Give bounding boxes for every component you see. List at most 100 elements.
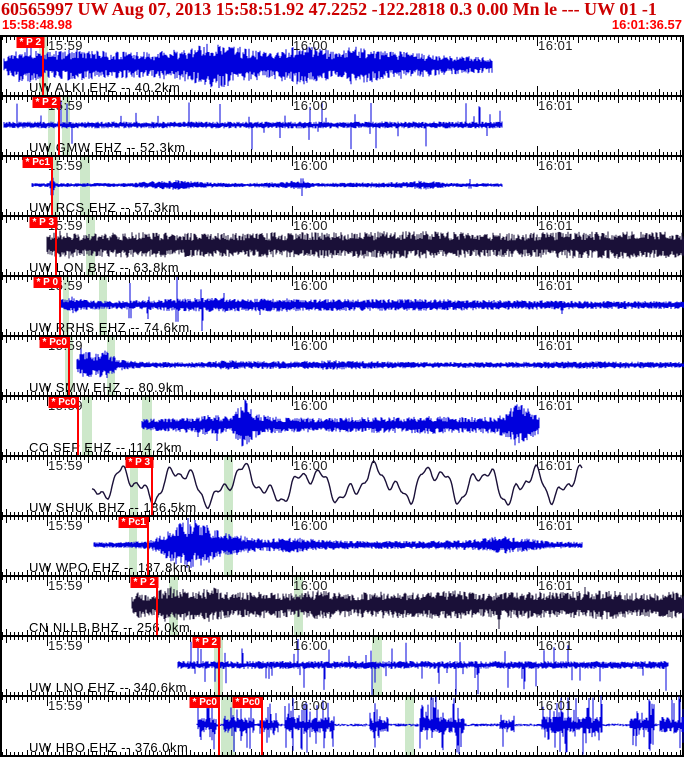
pick-flag[interactable]: * P 0 [33, 277, 61, 288]
pick-flag[interactable]: * P 2 [16, 37, 44, 48]
time-label: 16:01 [538, 398, 574, 413]
station-label: UW RCS EHZ -- 57.3km [29, 200, 180, 215]
time-label: 16:00 [293, 638, 329, 653]
time-label: 15:59 [48, 458, 84, 473]
pick-line[interactable] [261, 697, 263, 755]
trace-row-3[interactable]: UW RCS EHZ -- 57.3km 15:59 16:00 16:01 * Pc… [2, 155, 684, 215]
pick-flag[interactable]: * Pc1 [118, 517, 149, 528]
waveform-canvas[interactable] [2, 695, 684, 755]
time-label: 16:00 [293, 398, 329, 413]
highlight-band [130, 457, 138, 515]
pick-flag[interactable]: * Pc0 [232, 697, 263, 708]
time-ruler [2, 457, 684, 515]
time-label: 16:01 [538, 458, 574, 473]
pick-line[interactable] [156, 577, 158, 635]
trace-row-4[interactable]: UW LON BHZ -- 63.8km 15:59 16:00 16:01 * P … [2, 215, 684, 275]
pick-line[interactable] [218, 637, 220, 695]
pick-flag[interactable]: * P 3 [125, 457, 153, 468]
time-label: 16:01 [538, 638, 574, 653]
waveform-canvas[interactable] [2, 517, 684, 575]
trace-row-12[interactable]: UW HBO EHZ -- 376.0km 15:59 16:00 16:01 * P… [2, 695, 684, 755]
time-ruler [2, 37, 684, 95]
time-label: 16:00 [293, 218, 329, 233]
waveform-canvas[interactable] [2, 277, 684, 335]
time-label: 16:01 [538, 218, 574, 233]
pick-line[interactable] [51, 157, 53, 215]
waveform-canvas[interactable] [2, 97, 684, 155]
time-ruler [2, 517, 684, 575]
pick-line[interactable] [55, 217, 57, 275]
time-ruler [2, 637, 684, 695]
station-label: UW SMW EHZ -- 80.9km [29, 380, 185, 395]
trace-row-9[interactable]: UW WPO EHZ -- 187.8km 15:59 16:00 16:01 * P… [2, 515, 684, 575]
trace-row-1[interactable]: UW ALKI EHZ -- 40.2km 15:59 16:00 16:01 * P… [2, 35, 684, 95]
trace-row-5[interactable]: UW RRHS EHZ -- 74.6km 15:59 16:00 16:01 * P… [2, 275, 684, 335]
station-label: UW SHUK BHZ -- 186.5km [29, 500, 197, 515]
time-label: 16:01 [538, 338, 574, 353]
highlight-band [224, 457, 233, 515]
time-label: 16:00 [293, 98, 329, 113]
time-label: 15:59 [48, 518, 84, 533]
pick-flag[interactable]: * Pc0 [189, 697, 220, 708]
pick-flag[interactable]: * P 2 [130, 577, 158, 588]
pick-flag[interactable]: * P 2 [192, 637, 220, 648]
time-label: 15:59 [48, 638, 84, 653]
time-ruler [2, 337, 684, 395]
time-label: 16:00 [293, 458, 329, 473]
station-label: UW RRHS EHZ -- 74.6km [29, 320, 190, 335]
pick-flag[interactable]: * Pc0 [39, 337, 70, 348]
time-label: 16:00 [293, 278, 329, 293]
station-label: CC SEP EHZ -- 114.2km [29, 440, 183, 455]
time-label: 16:00 [293, 338, 329, 353]
time-label: 16:01 [538, 38, 574, 53]
time-ruler [2, 217, 684, 275]
station-label: UW ALKI EHZ -- 40.2km [29, 80, 181, 95]
trace-row-2[interactable]: UW GMW EHZ -- 52.3km 15:59 16:00 16:01 * P … [2, 95, 684, 155]
pick-line[interactable] [218, 697, 220, 755]
waveform-canvas[interactable] [2, 157, 684, 215]
time-label: 16:01 [538, 518, 574, 533]
pick-line[interactable] [77, 397, 79, 455]
time-ruler [2, 97, 684, 155]
waveform-canvas[interactable] [2, 577, 684, 635]
pick-line[interactable] [68, 337, 70, 395]
pick-flag[interactable]: * P 3 [29, 217, 57, 228]
pick-line[interactable] [59, 277, 61, 335]
time-label: 16:01 [538, 98, 574, 113]
time-label: 15:59 [48, 158, 84, 173]
time-label: 16:00 [293, 698, 329, 713]
window-times: 15:58:48.98 16:01:36.57 [0, 17, 684, 33]
station-label: UW WPO EHZ -- 187.8km [29, 560, 192, 575]
time-ruler [2, 397, 684, 455]
waveform-canvas[interactable] [2, 457, 684, 515]
pick-line[interactable] [58, 97, 60, 155]
pick-line[interactable] [147, 517, 149, 575]
time-ruler [2, 277, 684, 335]
highlight-band [405, 697, 414, 755]
station-label: UW GMW EHZ -- 52.3km [29, 140, 186, 155]
trace-row-10[interactable]: CN NLLB BHZ -- 256.0km 15:59 16:00 16:01 * … [2, 575, 684, 635]
time-ruler [2, 157, 684, 215]
event-header: 60565997 UW Aug 07, 2013 15:58:51.92 47.… [1, 0, 657, 19]
pick-line[interactable] [151, 457, 153, 515]
pick-line[interactable] [42, 37, 44, 95]
pick-flag[interactable]: * Pc1 [22, 157, 53, 168]
time-label: 16:00 [293, 578, 329, 593]
time-label: 16:01 [538, 278, 574, 293]
trace-row-11[interactable]: UW LNO EHZ -- 340.6km 15:59 16:00 16:01 * P… [2, 635, 684, 695]
pick-flag[interactable]: * Pc0 [48, 397, 79, 408]
window-end-time: 16:01:36.57 [611, 17, 682, 32]
station-label: UW HBO EHZ -- 376.0km [29, 740, 189, 755]
waveform-canvas[interactable] [2, 217, 684, 275]
waveform-canvas[interactable] [2, 397, 684, 455]
trace-row-8[interactable]: UW SHUK BHZ -- 186.5km 15:59 16:00 16:01 * … [2, 455, 684, 515]
station-label: CN NLLB BHZ -- 256.0km [29, 620, 191, 635]
pick-flag[interactable]: * P 2 [32, 97, 60, 108]
window-start-time: 15:58:48.98 [2, 17, 73, 32]
time-label: 15:59 [48, 38, 84, 53]
station-label: UW LON BHZ -- 63.8km [29, 260, 180, 275]
time-label: 16:00 [293, 518, 329, 533]
